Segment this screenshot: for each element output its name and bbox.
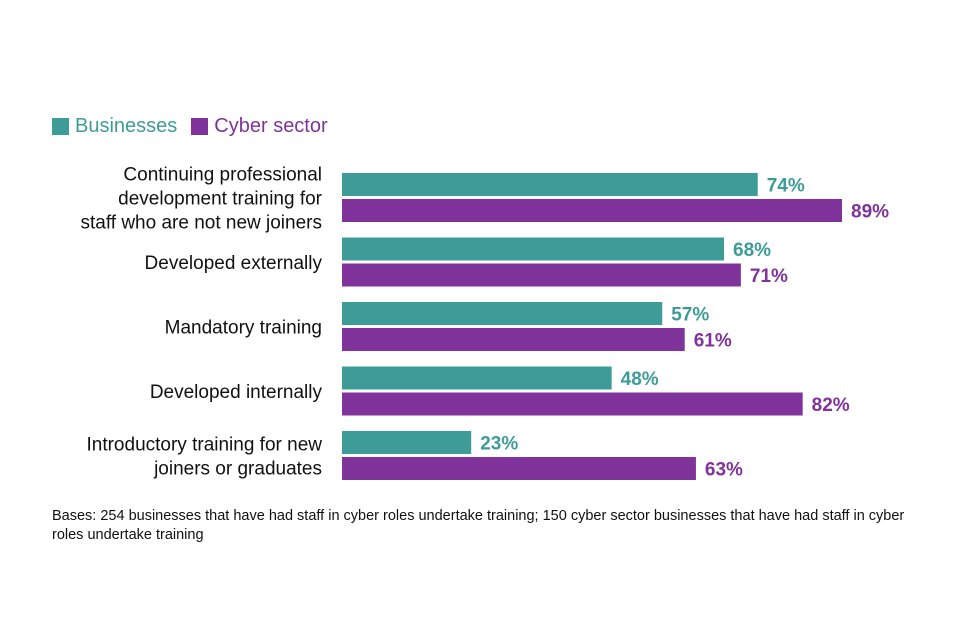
legend-swatch [191,117,209,135]
category-label: Introductory training for new joiners or … [86,435,322,480]
footnote: Bases: 254 businesses that have had staf… [52,508,905,543]
bar-cyber-sector [342,328,685,351]
category-label: Continuing professional development train… [80,165,322,234]
bar-chart: Continuing professional development train… [80,165,889,481]
category-label: Developed internally [150,382,323,403]
value-label: 57% [671,305,709,326]
value-label: 68% [733,240,771,261]
bar-cyber-sector [342,392,803,416]
value-label: 74% [767,176,805,197]
legend-item-0: Businesses [52,115,177,138]
bar-cyber-sector [342,199,842,222]
legend: Businesses Cyber sector [52,114,342,138]
category-label: Developed externally [145,253,323,274]
value-label: 63% [705,460,743,481]
bar-cyber-sector [342,263,741,287]
category-label: Mandatory training [165,318,322,339]
bar-businesses [342,431,472,454]
legend-swatch [52,117,69,135]
legend-label: Cyber sector [214,114,328,137]
bar-businesses [342,173,758,196]
legend-label: Businesses [75,114,178,137]
value-label: 23% [480,434,518,455]
value-label: 82% [812,395,850,416]
legend-item-1: Cyber sector [191,114,328,138]
value-label: 61% [694,331,732,352]
value-label: 48% [621,369,659,390]
bar-businesses [342,366,612,390]
value-label: 89% [851,202,889,223]
bar-businesses [342,302,663,325]
value-label: 71% [750,266,788,287]
bar-cyber-sector [342,457,696,480]
bar-businesses [342,237,725,261]
